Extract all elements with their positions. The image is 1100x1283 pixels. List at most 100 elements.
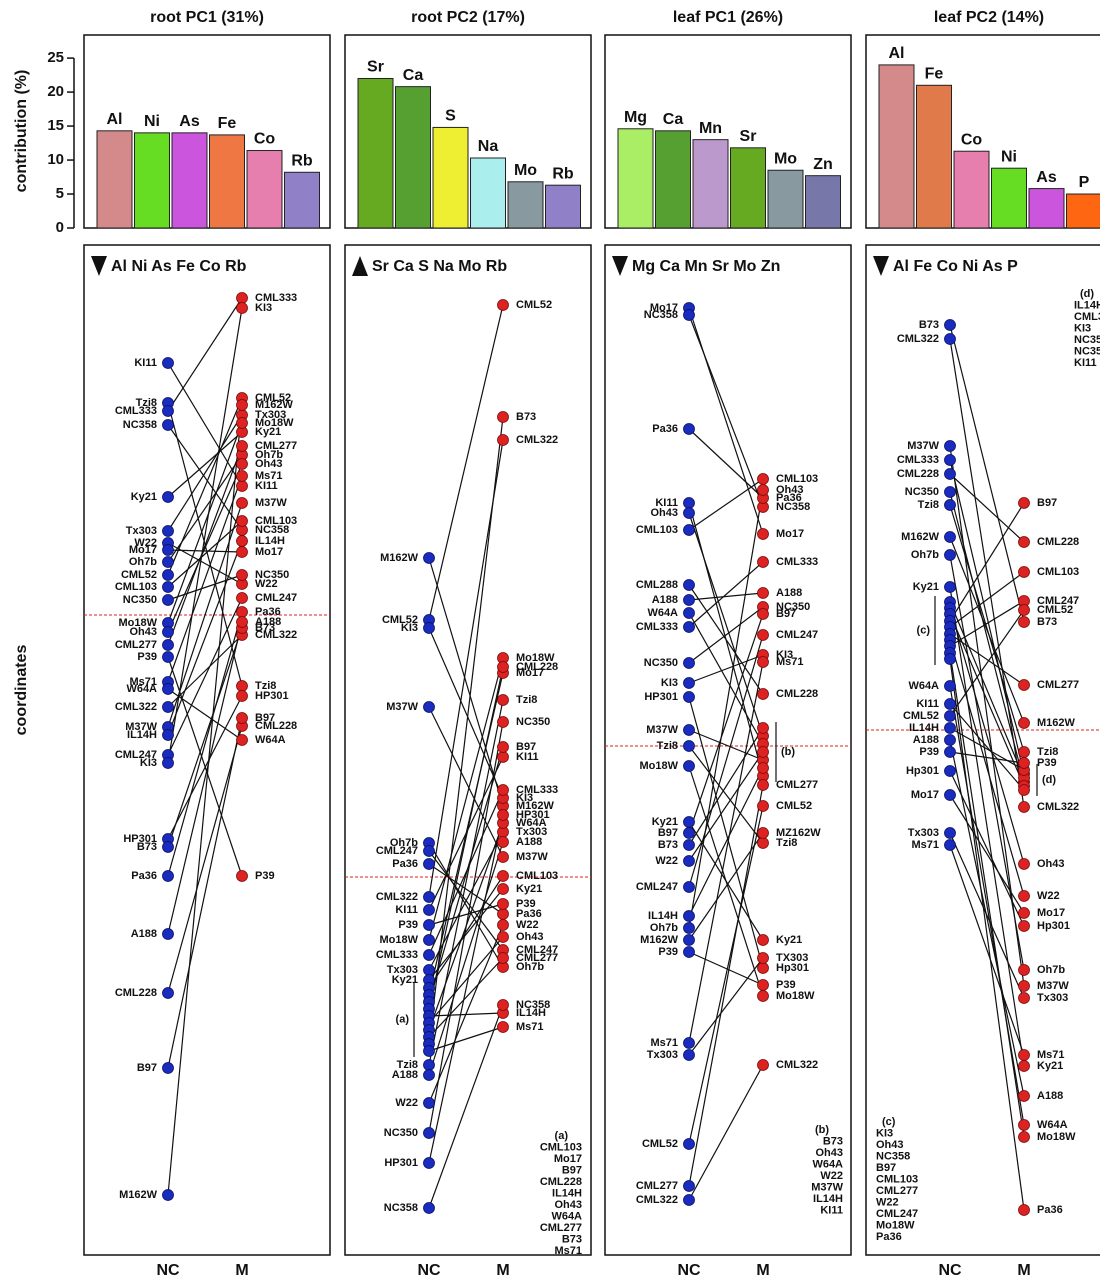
- m-label: CML277: [516, 952, 558, 964]
- connector: [688, 612, 764, 745]
- connector: [688, 592, 764, 601]
- bar-label: As: [1036, 169, 1057, 186]
- x-tick-label: M: [1017, 1262, 1030, 1279]
- nc-point: [162, 683, 174, 695]
- connector: [428, 706, 504, 858]
- connector: [428, 841, 504, 1076]
- bar: [991, 167, 1027, 229]
- nc-point: [683, 677, 695, 689]
- bar: [432, 126, 469, 229]
- bar: [209, 134, 245, 229]
- nc-point: [683, 621, 695, 633]
- m-label: A188: [255, 616, 281, 628]
- nc-point: [683, 1194, 695, 1206]
- nc-label: Pa36: [652, 423, 678, 435]
- nc-point: [423, 552, 435, 564]
- bar: [692, 139, 729, 229]
- m-point: [1018, 616, 1030, 628]
- nc-point: [683, 946, 695, 958]
- nc-label: W22: [134, 537, 157, 549]
- m-point: [497, 836, 509, 848]
- nc-point: [944, 734, 956, 746]
- nc-label: CML333: [115, 405, 157, 417]
- connector: [949, 324, 1025, 623]
- m-point: [497, 1021, 509, 1033]
- m-point: [236, 546, 248, 558]
- connector: [949, 652, 1025, 1138]
- bar-label: Zn: [813, 156, 833, 173]
- m-point: [497, 883, 509, 895]
- m-point: [1018, 1131, 1030, 1143]
- connector: [167, 627, 243, 848]
- nc-point: [162, 987, 174, 999]
- nc-point: [162, 525, 174, 537]
- nc-label: KI11: [916, 698, 939, 710]
- group-note-item: CML333: [1074, 311, 1100, 323]
- bar: [470, 157, 506, 229]
- group-note-item: IL14H: [552, 1187, 582, 1199]
- connector: [688, 634, 764, 888]
- nc-point: [944, 486, 956, 498]
- nc-point: [162, 1062, 174, 1074]
- connector: [428, 627, 504, 799]
- connector: [167, 717, 243, 1069]
- nc-label: NC358: [123, 419, 157, 431]
- bar: [1066, 193, 1100, 229]
- m-label: W22: [1037, 890, 1060, 902]
- m-label: W22: [516, 919, 539, 931]
- connector: [949, 459, 1025, 775]
- group-note-item: W64A: [551, 1210, 582, 1222]
- m-point: [497, 694, 509, 706]
- connector: [167, 611, 243, 877]
- group-note-item: Oh43: [554, 1199, 582, 1211]
- m-label: CML333: [776, 556, 818, 568]
- group-note-item: CML103: [540, 1141, 582, 1153]
- m-label: IL14H: [516, 1007, 546, 1019]
- connector: [167, 634, 243, 708]
- m-label: CML228: [776, 688, 818, 700]
- nc-point: [944, 440, 956, 452]
- nc-point: [944, 454, 956, 466]
- nc-label: B73: [137, 841, 157, 853]
- connector: [688, 314, 764, 508]
- m-label: B73: [516, 411, 536, 423]
- m-label: CML277: [776, 779, 818, 791]
- connector: [428, 439, 504, 898]
- y-tick-label: 25: [47, 49, 64, 66]
- m-label: CML52: [516, 299, 552, 311]
- nc-point: [423, 701, 435, 713]
- m-point: [497, 411, 509, 423]
- m-label: CML322: [255, 629, 297, 641]
- nc-label: Mo18W: [119, 617, 158, 629]
- nc-label: B97: [658, 827, 678, 839]
- connector: [428, 957, 504, 1038]
- connector: [949, 473, 1025, 543]
- nc-label: NC350: [123, 594, 157, 606]
- m-point: [757, 746, 769, 758]
- direction-marker: [612, 256, 628, 276]
- nc-point: [683, 1037, 695, 1049]
- m-label: Tzi8: [1037, 746, 1058, 758]
- m-label: Tzi8: [255, 680, 276, 692]
- panel-header: Al Fe Co Ni As P: [893, 258, 1018, 275]
- bar-label: Na: [478, 138, 499, 155]
- bar: [357, 77, 394, 229]
- m-point: [236, 417, 248, 429]
- nc-point: [944, 827, 956, 839]
- connector: [688, 613, 764, 834]
- nc-label: Tzi8: [136, 397, 157, 409]
- nc-label: CML247: [115, 749, 157, 761]
- group-note-item: B73: [823, 1135, 843, 1147]
- m-point: [236, 592, 248, 604]
- bar: [171, 132, 208, 229]
- m-point: [757, 656, 769, 668]
- group-note-label: (c): [882, 1116, 896, 1128]
- m-point: [1018, 679, 1030, 691]
- m-label: CML103: [255, 515, 297, 527]
- m-point: [1018, 566, 1030, 578]
- connector: [688, 1064, 764, 1201]
- m-point: [757, 800, 769, 812]
- nc-point: [683, 579, 695, 591]
- m-point: [497, 851, 509, 863]
